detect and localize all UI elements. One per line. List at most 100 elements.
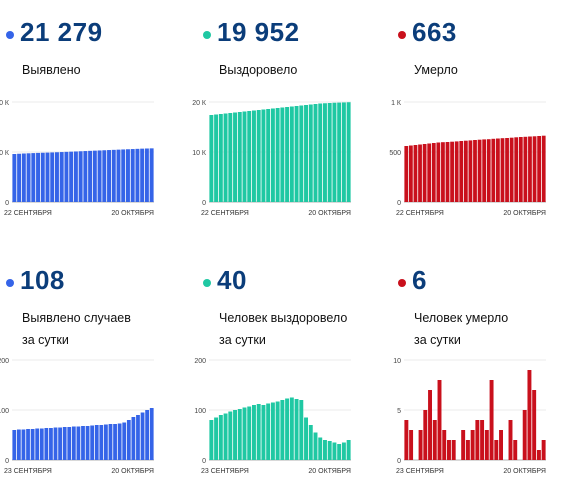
- bar[interactable]: [436, 142, 441, 203]
- bar[interactable]: [461, 430, 466, 460]
- bar[interactable]: [76, 426, 81, 461]
- bar[interactable]: [233, 112, 237, 203]
- bar[interactable]: [102, 150, 107, 202]
- bar[interactable]: [252, 405, 256, 460]
- bar[interactable]: [313, 432, 318, 461]
- bar[interactable]: [327, 103, 332, 202]
- bar[interactable]: [409, 430, 414, 460]
- bar[interactable]: [285, 398, 290, 461]
- bar[interactable]: [16, 429, 21, 461]
- bar[interactable]: [418, 144, 422, 203]
- bar[interactable]: [513, 440, 518, 460]
- bar[interactable]: [45, 152, 50, 202]
- bar[interactable]: [500, 138, 505, 202]
- bar[interactable]: [131, 417, 136, 460]
- bar[interactable]: [144, 148, 149, 203]
- bar[interactable]: [90, 425, 95, 461]
- bar[interactable]: [447, 440, 451, 460]
- bar[interactable]: [88, 150, 93, 202]
- bar[interactable]: [145, 410, 150, 460]
- bar[interactable]: [337, 444, 342, 460]
- bar[interactable]: [17, 153, 22, 202]
- bar[interactable]: [126, 420, 131, 460]
- bar[interactable]: [237, 409, 242, 460]
- bar[interactable]: [218, 114, 223, 202]
- bar[interactable]: [36, 152, 40, 202]
- bar[interactable]: [341, 102, 346, 202]
- bar[interactable]: [71, 426, 76, 461]
- bar[interactable]: [459, 141, 464, 202]
- bar[interactable]: [532, 390, 537, 460]
- bar[interactable]: [422, 144, 427, 202]
- bar[interactable]: [237, 112, 242, 202]
- bar[interactable]: [299, 400, 304, 460]
- bar[interactable]: [140, 412, 145, 461]
- bar[interactable]: [445, 142, 450, 202]
- bar[interactable]: [418, 430, 423, 460]
- bar[interactable]: [294, 399, 299, 460]
- bar[interactable]: [214, 114, 219, 203]
- bar[interactable]: [482, 139, 487, 202]
- bar[interactable]: [73, 151, 78, 202]
- bar[interactable]: [313, 104, 318, 202]
- bar[interactable]: [256, 404, 261, 460]
- bar[interactable]: [431, 143, 436, 202]
- bar[interactable]: [136, 415, 140, 460]
- bar[interactable]: [116, 149, 121, 202]
- bar[interactable]: [332, 102, 337, 202]
- bar[interactable]: [113, 424, 117, 460]
- bar[interactable]: [81, 426, 85, 460]
- bar[interactable]: [346, 102, 351, 202]
- bar[interactable]: [92, 150, 97, 202]
- bar[interactable]: [31, 153, 36, 202]
- bar[interactable]: [428, 390, 432, 460]
- bar[interactable]: [423, 410, 428, 460]
- bar[interactable]: [223, 113, 228, 203]
- bar[interactable]: [122, 422, 127, 461]
- bar[interactable]: [26, 153, 31, 202]
- bar[interactable]: [285, 107, 290, 202]
- bar[interactable]: [518, 137, 523, 202]
- bar[interactable]: [85, 426, 90, 460]
- bar[interactable]: [346, 440, 351, 460]
- bar[interactable]: [111, 149, 116, 202]
- bar[interactable]: [26, 429, 30, 460]
- bar[interactable]: [252, 110, 256, 203]
- bar[interactable]: [341, 442, 346, 461]
- bar[interactable]: [275, 108, 280, 202]
- bar[interactable]: [465, 440, 470, 460]
- bar[interactable]: [327, 441, 332, 460]
- bar[interactable]: [149, 148, 154, 202]
- bar[interactable]: [441, 142, 445, 202]
- bar[interactable]: [64, 151, 69, 202]
- bar[interactable]: [53, 427, 58, 461]
- bar[interactable]: [121, 149, 126, 202]
- bar[interactable]: [35, 428, 40, 461]
- bar[interactable]: [247, 406, 252, 461]
- bar[interactable]: [463, 140, 468, 202]
- bar[interactable]: [209, 420, 214, 460]
- bar[interactable]: [432, 420, 437, 460]
- bar[interactable]: [69, 151, 74, 202]
- bar[interactable]: [40, 152, 45, 202]
- bar[interactable]: [117, 423, 122, 461]
- bar[interactable]: [83, 151, 88, 202]
- bar[interactable]: [437, 380, 442, 460]
- bar[interactable]: [247, 111, 252, 202]
- bar[interactable]: [528, 136, 532, 203]
- bar[interactable]: [450, 141, 454, 202]
- bar[interactable]: [454, 141, 459, 202]
- bar[interactable]: [308, 425, 313, 460]
- bar[interactable]: [30, 429, 35, 460]
- bar[interactable]: [270, 402, 275, 461]
- bar[interactable]: [266, 403, 271, 461]
- bar[interactable]: [218, 415, 223, 460]
- bar[interactable]: [413, 145, 418, 202]
- bar[interactable]: [233, 410, 237, 460]
- bar[interactable]: [94, 425, 99, 460]
- bar[interactable]: [209, 115, 214, 202]
- bar[interactable]: [499, 430, 503, 460]
- bar[interactable]: [318, 437, 323, 461]
- bar[interactable]: [275, 401, 280, 461]
- bar[interactable]: [12, 154, 17, 202]
